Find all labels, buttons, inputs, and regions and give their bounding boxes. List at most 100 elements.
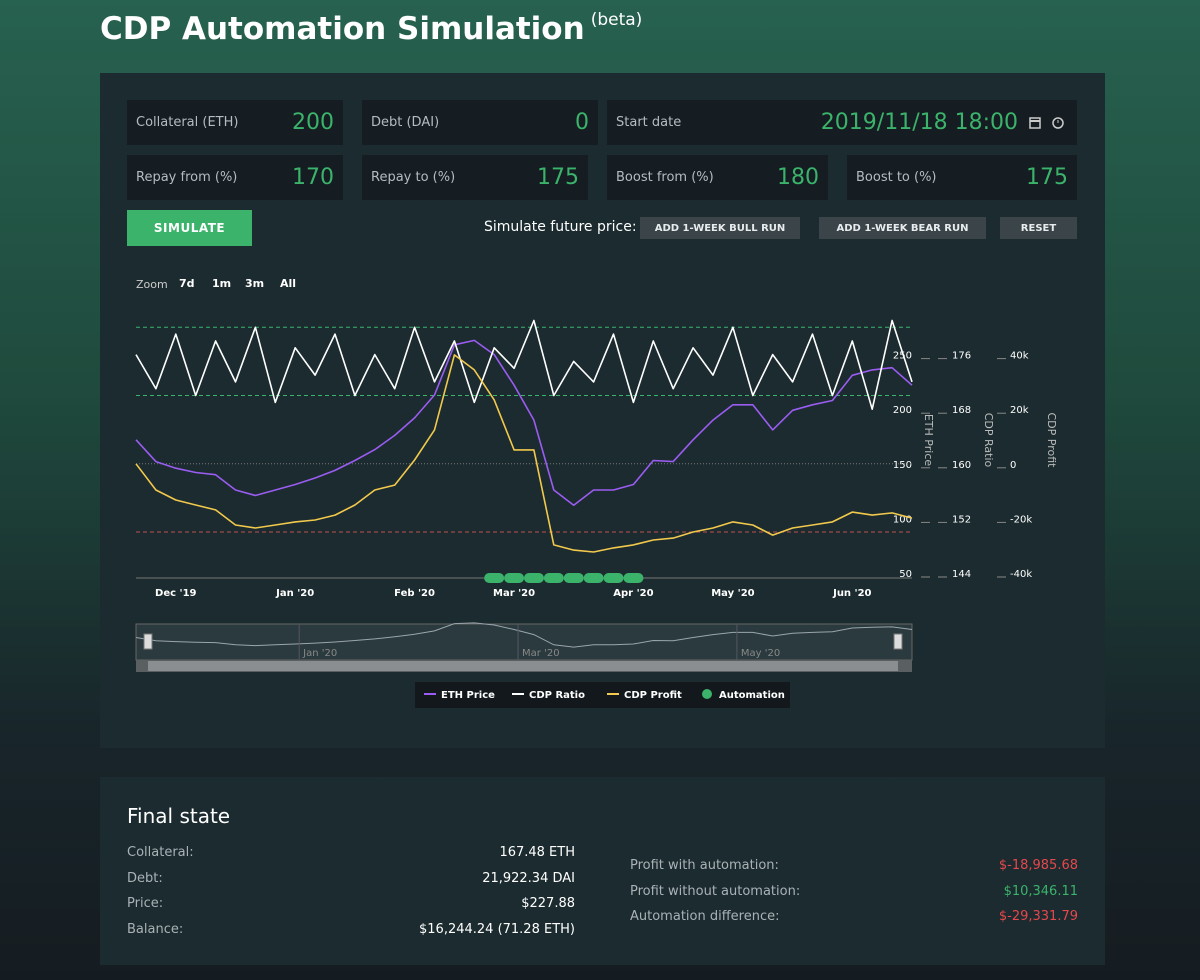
x-tick-label: Jan '20 bbox=[275, 588, 314, 599]
legend-label[interactable]: ETH Price bbox=[441, 690, 495, 701]
field-value-wrap: 2019/11/18 18:00 bbox=[821, 110, 1068, 135]
zoom-option[interactable]: 1m bbox=[212, 277, 231, 290]
x-tick-label: Mar '20 bbox=[493, 588, 535, 599]
date-icons[interactable] bbox=[1028, 116, 1068, 130]
final-title: Final state bbox=[127, 804, 231, 828]
future-button[interactable]: ADD 1-WEEK BEAR RUN bbox=[819, 217, 986, 239]
automation-mark bbox=[563, 573, 584, 583]
field-value-wrap: 175 bbox=[1026, 165, 1068, 190]
final-value: $16,244.24 (71.28 ETH) bbox=[419, 921, 575, 937]
field-label: Repay from (%) bbox=[136, 170, 238, 185]
final-panel bbox=[100, 777, 1105, 965]
field-value-wrap: 170 bbox=[292, 165, 334, 190]
input-field[interactable]: Boost to (%) 175 bbox=[847, 155, 1077, 200]
field-value[interactable]: 175 bbox=[537, 165, 579, 190]
final-label: Automation difference: bbox=[630, 909, 780, 924]
final-value: $-29,331.79 bbox=[998, 909, 1078, 924]
field-value[interactable]: 170 bbox=[292, 165, 334, 190]
field-value[interactable]: 180 bbox=[777, 165, 819, 190]
simulate-button[interactable]: SIMULATE bbox=[127, 210, 252, 246]
field-label: Start date bbox=[616, 115, 682, 130]
final-label: Balance: bbox=[127, 921, 184, 937]
final-label: Collateral: bbox=[127, 845, 194, 860]
final-label: Price: bbox=[127, 896, 164, 911]
field-value-wrap: 180 bbox=[777, 165, 819, 190]
y-axis-title: CDP Ratio bbox=[982, 413, 995, 468]
future-price-label: Simulate future price: bbox=[484, 219, 637, 235]
future-button[interactable]: ADD 1-WEEK BULL RUN bbox=[640, 217, 800, 239]
final-value: $-18,985.68 bbox=[998, 858, 1078, 873]
final-value: 21,922.34 DAI bbox=[482, 870, 575, 886]
navigator-handle[interactable] bbox=[893, 633, 903, 650]
y-tick-label: -40k bbox=[1010, 569, 1032, 580]
automation-mark bbox=[504, 573, 525, 583]
y-tick-label: 0 bbox=[1010, 460, 1016, 471]
y-axis-title: ETH Price bbox=[922, 414, 935, 467]
automation-mark bbox=[623, 573, 644, 583]
final-label: Profit without automation: bbox=[630, 883, 801, 899]
y-tick-label: 250 bbox=[893, 351, 912, 362]
beta-badge: (beta) bbox=[590, 10, 643, 30]
legend-swatch bbox=[702, 689, 712, 699]
field-label: Boost to (%) bbox=[856, 170, 937, 185]
series-line bbox=[135, 339, 913, 507]
y-tick-label: 152 bbox=[952, 514, 971, 525]
x-tick-label: Jun '20 bbox=[832, 588, 871, 599]
y-tick-label: 50 bbox=[899, 569, 912, 580]
input-field[interactable]: Collateral (ETH) 200 bbox=[127, 100, 343, 145]
field-value-wrap: 175 bbox=[537, 165, 579, 190]
input-field[interactable]: Repay from (%) 170 bbox=[127, 155, 343, 200]
zoom-label: Zoom bbox=[136, 278, 168, 291]
y-tick-label: -20k bbox=[1010, 514, 1032, 525]
field-label: Boost from (%) bbox=[616, 170, 714, 185]
zoom-option[interactable]: All bbox=[280, 277, 296, 290]
automation-mark bbox=[583, 573, 604, 583]
zoom-option[interactable]: 3m bbox=[245, 277, 264, 290]
y-tick-label: 144 bbox=[952, 569, 971, 580]
field-label: Debt (DAI) bbox=[371, 115, 440, 130]
legend bbox=[415, 682, 790, 708]
automation-mark bbox=[543, 573, 564, 583]
legend-label[interactable]: CDP Profit bbox=[624, 690, 682, 701]
automation-mark bbox=[603, 573, 624, 583]
legend-label[interactable]: Automation bbox=[719, 690, 785, 701]
automation-mark bbox=[523, 573, 544, 583]
input-field[interactable]: Repay to (%) 175 bbox=[362, 155, 588, 200]
y-tick-label: 176 bbox=[952, 351, 971, 362]
navigator-label: Mar '20 bbox=[522, 648, 560, 659]
future-button[interactable]: RESET bbox=[1000, 217, 1077, 239]
navigator-label: May '20 bbox=[741, 648, 780, 659]
final-value: $10,346.11 bbox=[1003, 883, 1078, 899]
scrollbar-thumb[interactable] bbox=[148, 661, 898, 671]
field-value-wrap: 0 bbox=[575, 110, 589, 135]
input-field[interactable]: Start date 2019/11/18 18:00 bbox=[607, 100, 1077, 145]
x-tick-label: Feb '20 bbox=[394, 588, 435, 599]
legend-label[interactable]: CDP Ratio bbox=[529, 690, 585, 701]
final-label: Debt: bbox=[127, 870, 163, 886]
x-tick-label: Dec '19 bbox=[155, 588, 197, 599]
zoom-option[interactable]: 7d bbox=[179, 277, 195, 290]
y-tick-label: 150 bbox=[893, 460, 912, 471]
field-value[interactable]: 0 bbox=[575, 110, 589, 135]
input-field[interactable]: Boost from (%) 180 bbox=[607, 155, 828, 200]
field-value[interactable]: 175 bbox=[1026, 165, 1068, 190]
y-tick-label: 200 bbox=[893, 405, 912, 416]
input-field[interactable]: Debt (DAI) 0 bbox=[362, 100, 598, 145]
y-tick-label: 40k bbox=[1010, 351, 1029, 362]
navigator-line bbox=[135, 622, 913, 648]
field-value[interactable]: 2019/11/18 18:00 bbox=[820, 110, 1018, 135]
y-tick-label: 20k bbox=[1010, 405, 1029, 416]
field-value[interactable]: 200 bbox=[292, 110, 334, 135]
x-tick-label: Apr '20 bbox=[613, 588, 653, 599]
navigator-handle[interactable] bbox=[143, 633, 153, 650]
chart: Zoom 7d 1m 3m All 50 100 150 200 250 ETH Price 144 1… bbox=[135, 277, 1058, 708]
y-tick-label: 100 bbox=[893, 514, 912, 525]
final-value: 167.48 ETH bbox=[499, 845, 575, 860]
series-line bbox=[135, 354, 913, 553]
series-line bbox=[135, 319, 913, 410]
final-value: $227.88 bbox=[521, 896, 575, 911]
navigator-label: Jan '20 bbox=[302, 648, 337, 659]
final-label: Profit with automation: bbox=[630, 858, 779, 873]
field-value-wrap: 200 bbox=[292, 110, 334, 135]
